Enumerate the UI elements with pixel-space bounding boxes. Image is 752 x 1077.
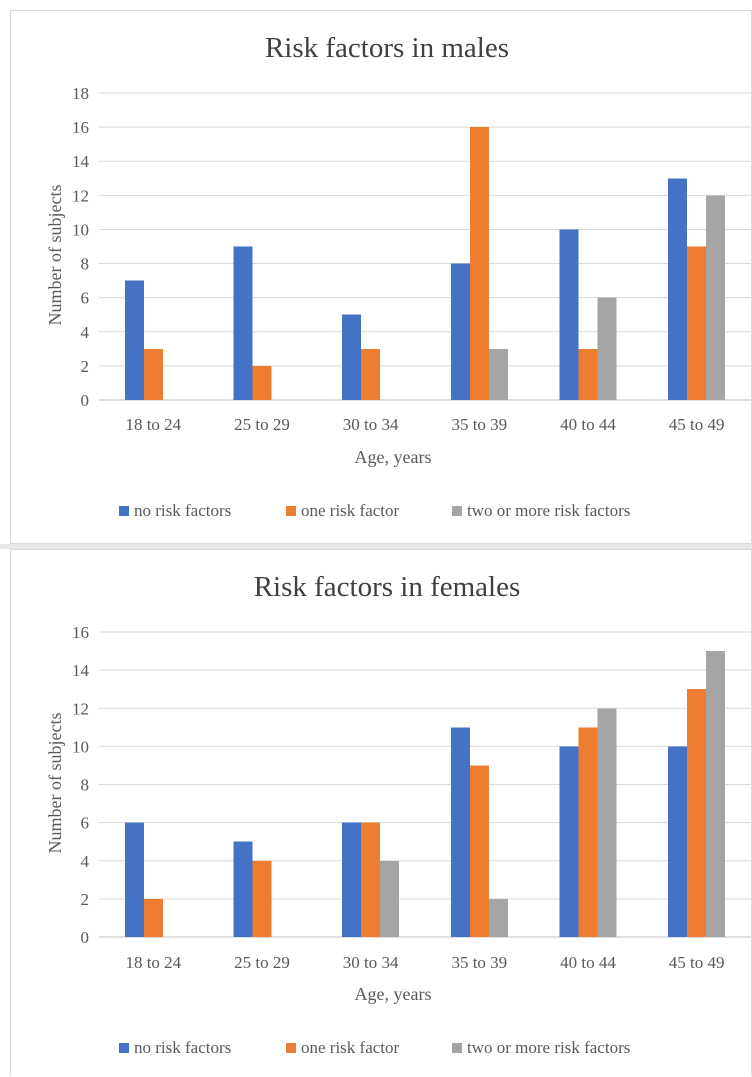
panel-divider	[0, 544, 752, 549]
bar	[687, 689, 707, 937]
bar	[124, 822, 144, 937]
legend-label: no risk factors	[134, 1038, 231, 1057]
chart-panel-males: Risk factors in males 0 2 4 6 8 10 12 14 16 18 18 …	[10, 10, 752, 544]
y-tick-label: 16	[72, 623, 89, 642]
y-tick-label: 12	[72, 699, 89, 718]
bar	[233, 841, 253, 937]
legend-label: two or more risk factors	[467, 501, 630, 520]
bar	[706, 195, 726, 400]
bar	[252, 860, 272, 937]
bar	[597, 708, 617, 937]
bar	[450, 263, 470, 400]
bar	[488, 898, 508, 937]
legend: no risk factors one risk factor two or mor…	[119, 501, 630, 520]
chart-panel-females: Risk factors in females 0 2 4 6 8 10 12 14 16 18 …	[10, 549, 752, 1076]
y-axis-title: Number of subjects	[45, 185, 65, 326]
bar	[578, 348, 598, 400]
x-axis-title: Age, years	[355, 984, 432, 1004]
x-tick-label: 18 to 24	[125, 415, 181, 434]
y-tick-label: 6	[81, 814, 90, 833]
y-tick-label: 18	[72, 84, 89, 103]
legend-swatch	[286, 1043, 296, 1053]
y-tick-label: 14	[72, 661, 90, 680]
bar	[342, 822, 362, 937]
chart-males: Risk factors in males 0 2 4 6 8 10 12 14 16 18 18 …	[45, 32, 751, 520]
y-tick-label: 10	[72, 220, 89, 239]
chart-title: Risk factors in females	[254, 571, 521, 603]
y-tick-label: 16	[72, 118, 89, 137]
bar	[469, 765, 489, 937]
legend-label: two or more risk factors	[467, 1038, 630, 1057]
bar	[469, 127, 489, 400]
y-tick-label: 0	[81, 928, 90, 947]
legend: no risk factors one risk factor two or mor…	[119, 1038, 630, 1057]
x-tick-label: 35 to 39	[451, 415, 507, 434]
bar	[706, 651, 726, 937]
bar	[578, 727, 598, 937]
bar	[488, 348, 508, 400]
y-tick-label: 14	[72, 152, 90, 171]
y-tick-label: 2	[81, 357, 90, 376]
legend-swatch	[452, 506, 462, 516]
bar	[342, 314, 362, 400]
y-tick-label: 4	[81, 852, 90, 871]
y-axis-title: Number of subjects	[45, 713, 65, 854]
x-tick-label: 45 to 49	[669, 953, 725, 972]
x-tick-label: 30 to 34	[343, 953, 399, 972]
bar	[687, 246, 707, 400]
legend-label: one risk factor	[301, 501, 400, 520]
y-tick-label: 10	[72, 737, 89, 756]
x-tick-label: 45 to 49	[669, 415, 725, 434]
chart-females: Risk factors in females 0 2 4 6 8 10 12 14 16 18 …	[45, 571, 751, 1057]
x-tick-label: 18 to 24	[125, 953, 181, 972]
y-tick-label: 8	[81, 255, 90, 274]
bar	[450, 727, 470, 937]
bar	[361, 348, 381, 400]
bar	[143, 348, 163, 400]
x-tick-label: 40 to 44	[560, 415, 616, 434]
legend-label: one risk factor	[301, 1038, 400, 1057]
y-tick-label: 8	[81, 776, 90, 795]
legend-swatch	[119, 506, 129, 516]
bar	[597, 297, 617, 400]
legend-swatch	[452, 1043, 462, 1053]
chart-title: Risk factors in males	[265, 32, 509, 64]
x-tick-label: 30 to 34	[343, 415, 399, 434]
bar	[559, 746, 579, 937]
legend-swatch	[119, 1043, 129, 1053]
x-tick-label: 40 to 44	[560, 953, 616, 972]
x-tick-label: 35 to 39	[451, 953, 507, 972]
bar	[124, 280, 144, 400]
bar	[233, 246, 253, 400]
bar	[143, 898, 163, 937]
legend-swatch	[286, 506, 296, 516]
x-tick-label: 25 to 29	[234, 415, 290, 434]
bar	[668, 178, 688, 400]
bar	[252, 365, 272, 400]
y-tick-label: 12	[72, 186, 89, 205]
y-tick-label: 0	[81, 391, 90, 410]
bar	[380, 860, 400, 937]
bar	[361, 822, 381, 937]
bar	[668, 746, 688, 937]
x-tick-label: 25 to 29	[234, 953, 290, 972]
y-tick-label: 2	[81, 890, 90, 909]
bar	[559, 229, 579, 400]
x-axis-title: Age, years	[355, 447, 432, 467]
y-tick-label: 6	[81, 289, 90, 308]
legend-label: no risk factors	[134, 501, 231, 520]
y-tick-label: 4	[81, 323, 90, 342]
